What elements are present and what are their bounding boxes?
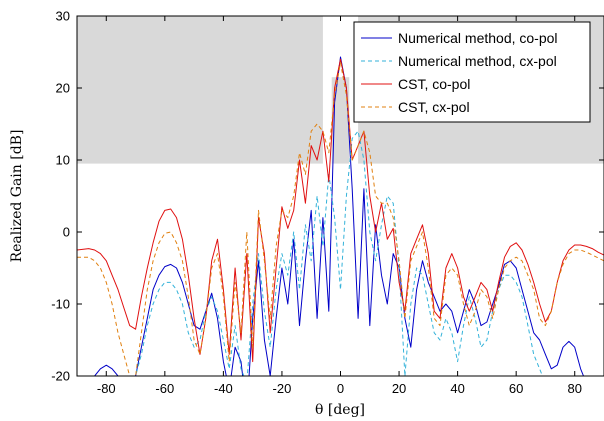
x-tick-label: -80 bbox=[97, 381, 116, 396]
legend-label-3: CST, co-pol bbox=[398, 76, 470, 92]
y-tick-label: 30 bbox=[56, 9, 70, 24]
x-tick-label: 80 bbox=[567, 381, 581, 396]
y-tick-label: -20 bbox=[51, 369, 70, 384]
x-axis: -80 -60 -40 -20 0 20 40 60 80 bbox=[97, 16, 582, 396]
legend: Numerical method, co-pol Numerical method… bbox=[353, 21, 591, 123]
x-tick-label: -40 bbox=[214, 381, 233, 396]
y-tick-label: 10 bbox=[56, 153, 70, 168]
x-tick-label: 40 bbox=[450, 381, 464, 396]
y-axis-label: Realized Gain [dB] bbox=[9, 130, 25, 263]
y-tick-label: -10 bbox=[51, 297, 70, 312]
legend-label-2: Numerical method, cx-pol bbox=[398, 53, 557, 69]
y-tick-label: 20 bbox=[56, 81, 70, 96]
x-tick-label: 60 bbox=[509, 381, 523, 396]
x-tick-label: -20 bbox=[273, 381, 292, 396]
mask-region-2 bbox=[331, 77, 350, 164]
mask-region-1 bbox=[77, 16, 323, 164]
legend-box bbox=[353, 21, 591, 123]
x-tick-label: 20 bbox=[392, 381, 406, 396]
series-line-3 bbox=[77, 58, 604, 363]
x-tick-label: 0 bbox=[337, 381, 344, 396]
legend-label-1: Numerical method, co-pol bbox=[398, 30, 558, 46]
series-line-4 bbox=[77, 62, 604, 376]
series-layer bbox=[77, 56, 604, 376]
series-line-2 bbox=[135, 130, 544, 376]
y-axis: -20 -10 0 10 20 30 bbox=[51, 9, 604, 384]
x-tick-label: -60 bbox=[155, 381, 174, 396]
y-tick-label: 0 bbox=[63, 225, 70, 240]
legend-label-4: CST, cx-pol bbox=[398, 99, 470, 115]
x-axis-label: θ [deg] bbox=[315, 402, 365, 418]
